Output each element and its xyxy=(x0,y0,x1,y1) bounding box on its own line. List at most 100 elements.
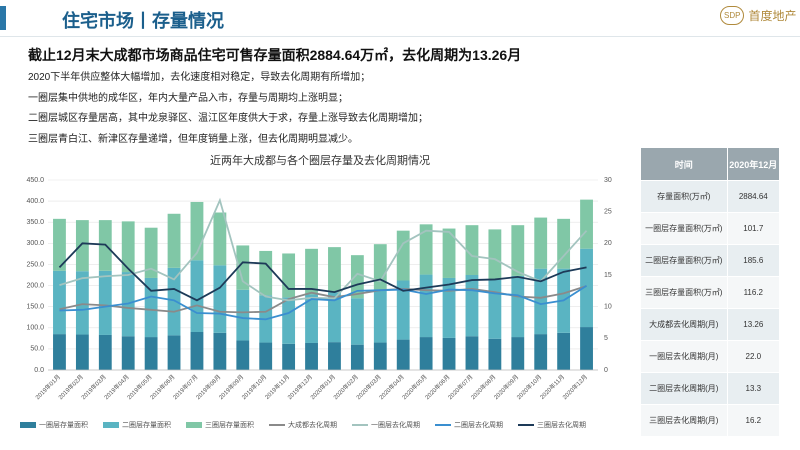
legend-label: 一圈层存量面积 xyxy=(39,420,88,429)
logo-text: 首度地产 xyxy=(748,9,797,23)
bullets: 2020下半年供应整体大幅增加，去化速度相对稳定，导致去化周期有所增加； 一圈层… xyxy=(28,68,428,150)
bar xyxy=(511,225,525,276)
table-cell: 二圈层存量面积(万㎡) xyxy=(640,244,728,277)
y2-tick-label: 10 xyxy=(604,304,612,311)
line xyxy=(58,242,587,302)
bar xyxy=(419,337,433,370)
bullet: 2020下半年供应整体大幅增加，去化速度相对稳定，导致去化周期有所增加； xyxy=(28,72,371,83)
bar xyxy=(396,280,410,340)
y2-tick-label: 5 xyxy=(604,335,608,342)
legend-label: 三圈层去化周期 xyxy=(537,420,586,429)
bar xyxy=(190,260,204,332)
header: 住宅市场丨存量情况 SDP 首度地产 xyxy=(0,0,800,37)
bar xyxy=(488,279,502,339)
bar xyxy=(419,274,433,338)
legend-label: 二圈层存量面积 xyxy=(122,420,171,429)
y-tick-label: 250.0 xyxy=(26,261,44,268)
bar xyxy=(419,224,433,275)
bar xyxy=(396,339,410,370)
bar xyxy=(53,334,66,370)
bar xyxy=(75,220,89,272)
headline: 截止12月末大成都市场商品住宅可售存量面积2884.64万㎡，去化周期为13.2… xyxy=(28,47,522,63)
accent-bar xyxy=(0,6,6,30)
bar xyxy=(236,289,250,341)
legend-swatch xyxy=(103,422,119,428)
table-cell: 大成都去化周期(月) xyxy=(640,308,728,341)
bar xyxy=(259,342,273,370)
y-tick-label: 450.0 xyxy=(26,177,44,184)
bar xyxy=(144,227,158,278)
legend-swatch xyxy=(20,422,36,428)
bar xyxy=(121,221,135,273)
bar xyxy=(213,265,227,333)
y2-tick-label: 0 xyxy=(604,367,608,374)
bar xyxy=(167,213,181,268)
bar xyxy=(53,218,66,271)
bar xyxy=(144,337,158,370)
table-cell: 16.2 xyxy=(726,404,781,437)
bar xyxy=(98,270,112,335)
legend-label: 一圈层去化周期 xyxy=(371,420,420,429)
chart-title: 近两年大成都与各个圈层存量及去化周期情况 xyxy=(210,153,430,167)
bar xyxy=(236,245,250,290)
chart: 近两年大成都与各个圈层存量及去化周期情况 0.0 50.0 100.0 150.0 20… xyxy=(20,153,612,429)
table-header: 时间 xyxy=(640,147,728,181)
bullet: 二圈层城区存量居高，其中龙泉驿区、温江区年度供大于求，存量上涨导致去化周期增加； xyxy=(28,113,428,124)
bar xyxy=(328,342,341,370)
bar xyxy=(190,332,204,370)
y-tick-label: 400.0 xyxy=(26,198,44,205)
bar xyxy=(557,218,571,269)
bar xyxy=(144,277,158,338)
table-cell: 13.26 xyxy=(726,308,781,341)
bar xyxy=(580,327,593,370)
bar xyxy=(53,270,66,335)
y-tick-label: 150.0 xyxy=(26,304,44,311)
x-tick-label: 2020年12月 xyxy=(561,373,589,401)
bar xyxy=(213,212,227,266)
bar xyxy=(305,294,318,343)
table-cell: 一圈层存量面积(万㎡) xyxy=(640,212,728,245)
bar xyxy=(488,338,502,370)
legend-label: 大成都去化周期 xyxy=(288,420,337,429)
y2-tick-label: 30 xyxy=(604,177,612,184)
y2-tick-label: 20 xyxy=(604,240,612,247)
table-cell: 185.6 xyxy=(726,244,781,277)
bar xyxy=(75,271,89,335)
bar xyxy=(534,268,548,335)
line xyxy=(59,197,588,302)
table-cell: 116.2 xyxy=(726,276,781,309)
bar xyxy=(442,277,456,338)
bar xyxy=(305,342,318,370)
bar xyxy=(350,255,364,299)
data-table: 时间 2020年12月 存量面积(万㎡) 2884.64 一圈层存量面积(万㎡) 101… xyxy=(640,147,781,437)
bar xyxy=(373,244,387,290)
y2-tick-label: 15 xyxy=(604,272,612,279)
y-tick-label: 50.0 xyxy=(30,346,44,353)
table-cell: 13.3 xyxy=(726,372,781,405)
bullet: 一圈层集中供地的成华区，年内大量产品入市，存量与周期均上涨明显； xyxy=(28,92,348,104)
bar xyxy=(534,217,548,269)
bar xyxy=(98,334,112,370)
bar xyxy=(465,275,479,337)
y-tick-label: 100.0 xyxy=(26,325,44,332)
bar xyxy=(328,292,341,343)
table-cell: 一圈层去化周期(月) xyxy=(640,340,728,373)
y-tick-label: 0.0 xyxy=(34,367,44,374)
bar xyxy=(396,230,410,281)
table-cell: 存量面积(万㎡) xyxy=(640,180,728,213)
bar xyxy=(373,289,387,343)
bar xyxy=(442,228,456,278)
bar xyxy=(236,340,250,370)
bar xyxy=(282,343,296,370)
line xyxy=(59,285,588,321)
bar xyxy=(465,336,479,370)
bar xyxy=(259,250,273,296)
bar xyxy=(350,344,364,370)
bar xyxy=(557,332,571,370)
table-cell: 三圈层存量面积(万㎡) xyxy=(640,276,728,309)
bar xyxy=(534,334,548,370)
bar xyxy=(511,337,525,370)
bar xyxy=(373,342,387,370)
bar xyxy=(167,335,181,370)
